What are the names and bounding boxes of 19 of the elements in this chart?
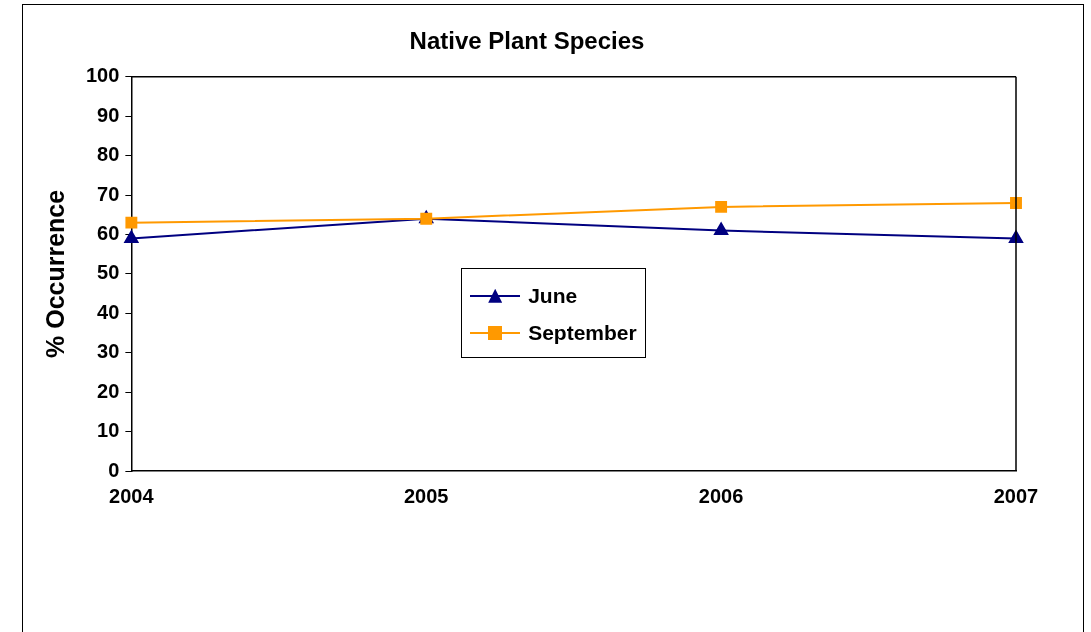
y-tick-label: 50	[97, 261, 120, 284]
y-tick-label: 80	[97, 143, 120, 166]
y-tick-label: 90	[97, 103, 120, 126]
y-axis-title: % Occurrence	[40, 189, 69, 358]
y-tick-label: 100	[85, 64, 120, 87]
y-tick-label: 70	[97, 182, 120, 205]
y-tick-label: 60	[97, 222, 120, 244]
legend-label: June	[528, 283, 578, 308]
y-tick-label: 0	[108, 458, 120, 481]
x-tick-label: 2007	[993, 484, 1039, 507]
x-tick-label: 2004	[109, 484, 155, 507]
x-tick-label: 2006	[698, 484, 744, 507]
chart-title: Native Plant Species	[409, 27, 645, 55]
y-tick-label: 30	[97, 340, 120, 363]
y-tick-label: 40	[97, 300, 120, 323]
y-tick-label: 10	[97, 419, 120, 442]
x-tick-label: 2005	[404, 484, 449, 507]
legend-label: September	[528, 320, 637, 345]
y-tick-label: 20	[97, 379, 120, 402]
